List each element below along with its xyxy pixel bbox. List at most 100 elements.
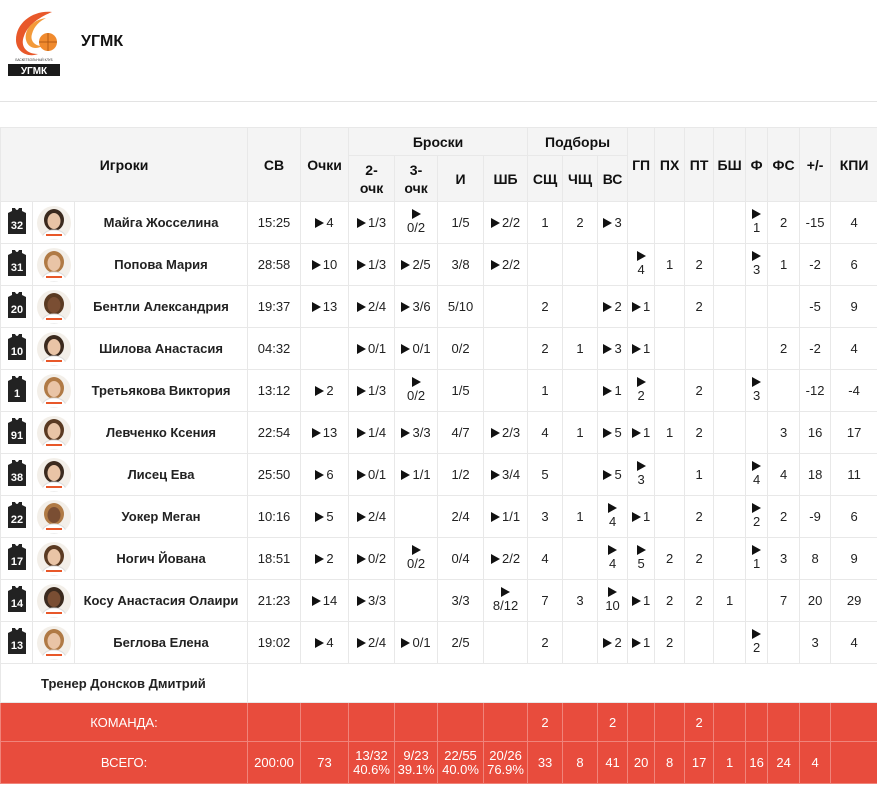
play-icon[interactable]: [311, 302, 321, 312]
play-icon[interactable]: [311, 260, 321, 270]
play-icon[interactable]: [752, 503, 762, 513]
header-bsh[interactable]: БШ: [713, 127, 747, 202]
player-row[interactable]: 38 Лисец Ева 25:50 6 0/1 1/1 1/2 3/4 5 5 3 1 4 4 18 11: [0, 453, 877, 496]
player-row[interactable]: 17 Ногич Йована 18:51 2 0/2 0/2 0/4 2/2 4 4 5 2 2 1 3 8…: [0, 537, 877, 580]
player-row[interactable]: 14 Косу Анастасия Олаири 21:23 14 3/3 3/3 8/12…: [0, 579, 877, 622]
player-photo-icon[interactable]: [36, 373, 71, 408]
player-name[interactable]: Майга Жосселина: [73, 201, 249, 244]
play-icon[interactable]: [315, 218, 325, 228]
header-kpi[interactable]: КПИ: [830, 127, 877, 202]
player-photo-icon[interactable]: [36, 583, 71, 618]
play-icon[interactable]: [356, 386, 366, 396]
play-icon[interactable]: [315, 512, 325, 522]
header-pm[interactable]: +/-: [799, 127, 832, 202]
play-icon[interactable]: [411, 209, 421, 219]
player-photo-icon[interactable]: [36, 289, 71, 324]
player-name[interactable]: Попова Мария: [73, 243, 249, 286]
header-players[interactable]: Игроки: [0, 127, 249, 202]
play-icon[interactable]: [603, 638, 613, 648]
player-photo-icon[interactable]: [36, 625, 71, 660]
header-pt[interactable]: ПТ: [684, 127, 715, 202]
header-three[interactable]: 3-очк: [394, 155, 439, 202]
play-icon[interactable]: [315, 554, 325, 564]
player-photo-icon[interactable]: [36, 247, 71, 282]
play-icon[interactable]: [636, 251, 646, 261]
player-row[interactable]: 91 Левченко Ксения 22:54 13 1/4 3/3 4/7 2/3 4 1 5 1…: [0, 411, 877, 454]
header-chshch[interactable]: ЧЩ: [562, 155, 599, 202]
play-icon[interactable]: [603, 302, 613, 312]
play-icon[interactable]: [752, 209, 762, 219]
player-name[interactable]: Шилова Анастасия: [73, 327, 249, 370]
play-icon[interactable]: [631, 512, 641, 522]
play-icon[interactable]: [356, 554, 366, 564]
player-photo-icon[interactable]: [36, 331, 71, 366]
play-icon[interactable]: [603, 344, 613, 354]
player-name[interactable]: Левченко Ксения: [73, 411, 249, 454]
player-row[interactable]: 22 Уокер Меган 10:16 5 2/4 2/4 1/1 3 1 4 1 2 2 2 -9 6: [0, 495, 877, 538]
player-row[interactable]: 13 Беглова Елена 19:02 4 2/4 0/1 2/5 2 2 1 2 2 3 4: [0, 621, 877, 664]
header-shb[interactable]: ШБ: [483, 155, 529, 202]
play-icon[interactable]: [315, 386, 325, 396]
play-icon[interactable]: [401, 470, 411, 480]
player-name[interactable]: Беглова Елена: [73, 621, 249, 664]
play-icon[interactable]: [752, 629, 762, 639]
header-sshch[interactable]: СЩ: [527, 155, 564, 202]
header-sv[interactable]: СВ: [247, 127, 302, 202]
play-icon[interactable]: [631, 344, 641, 354]
play-icon[interactable]: [752, 377, 762, 387]
player-photo-icon[interactable]: [36, 541, 71, 576]
play-icon[interactable]: [356, 512, 366, 522]
play-icon[interactable]: [608, 503, 618, 513]
play-icon[interactable]: [356, 218, 366, 228]
play-icon[interactable]: [752, 251, 762, 261]
play-icon[interactable]: [401, 302, 411, 312]
play-icon[interactable]: [603, 218, 613, 228]
player-name[interactable]: Лисец Ева: [73, 453, 249, 496]
header-i[interactable]: И: [437, 155, 485, 202]
play-icon[interactable]: [752, 461, 762, 471]
header-gp[interactable]: ГП: [627, 127, 656, 202]
play-icon[interactable]: [491, 260, 500, 270]
play-icon[interactable]: [401, 260, 411, 270]
play-icon[interactable]: [356, 596, 366, 606]
play-icon[interactable]: [608, 587, 618, 597]
play-icon[interactable]: [356, 470, 366, 480]
play-icon[interactable]: [315, 470, 325, 480]
play-icon[interactable]: [411, 377, 421, 387]
header-points[interactable]: Очки: [300, 127, 350, 202]
player-name[interactable]: Косу Анастасия Олаири: [73, 579, 249, 622]
play-icon[interactable]: [491, 428, 500, 438]
play-icon[interactable]: [401, 638, 411, 648]
play-icon[interactable]: [491, 554, 500, 564]
play-icon[interactable]: [631, 596, 641, 606]
player-row[interactable]: 10 Шилова Анастасия 04:32 0/1 0/1 0/2 2 1 3 1 2 -2 4: [0, 327, 877, 370]
play-icon[interactable]: [501, 587, 511, 597]
player-row[interactable]: 32 Майга Жосселина 15:25 4 1/3 0/2 1/5 2/2 1 2 3 1 2…: [0, 201, 877, 244]
player-row[interactable]: 1 Третьякова Виктория 13:12 2 1/3 0/2 1/5 1 1 2 2 3…: [0, 369, 877, 412]
player-name[interactable]: Ногич Йована: [73, 537, 249, 580]
player-row[interactable]: 20 Бентли Александрия 19:37 13 2/4 3/6 5/10 2 2 1…: [0, 285, 877, 328]
play-icon[interactable]: [401, 428, 411, 438]
play-icon[interactable]: [603, 386, 613, 396]
play-icon[interactable]: [603, 470, 613, 480]
play-icon[interactable]: [752, 545, 762, 555]
play-icon[interactable]: [631, 302, 641, 312]
play-icon[interactable]: [311, 596, 321, 606]
player-name[interactable]: Уокер Меган: [73, 495, 249, 538]
player-photo-icon[interactable]: [36, 205, 71, 240]
play-icon[interactable]: [631, 428, 641, 438]
play-icon[interactable]: [356, 428, 366, 438]
header-fs[interactable]: ФС: [767, 127, 801, 202]
play-icon[interactable]: [491, 470, 500, 480]
play-icon[interactable]: [311, 428, 321, 438]
play-icon[interactable]: [636, 461, 646, 471]
play-icon[interactable]: [356, 344, 366, 354]
play-icon[interactable]: [631, 638, 641, 648]
play-icon[interactable]: [608, 545, 618, 555]
player-row[interactable]: 31 Попова Мария 28:58 10 1/3 2/5 3/8 2/2 4 1 2 3 1 -2…: [0, 243, 877, 286]
player-photo-icon[interactable]: [36, 499, 71, 534]
play-icon[interactable]: [603, 428, 613, 438]
play-icon[interactable]: [411, 545, 421, 555]
play-icon[interactable]: [356, 302, 366, 312]
header-ph[interactable]: ПХ: [654, 127, 686, 202]
